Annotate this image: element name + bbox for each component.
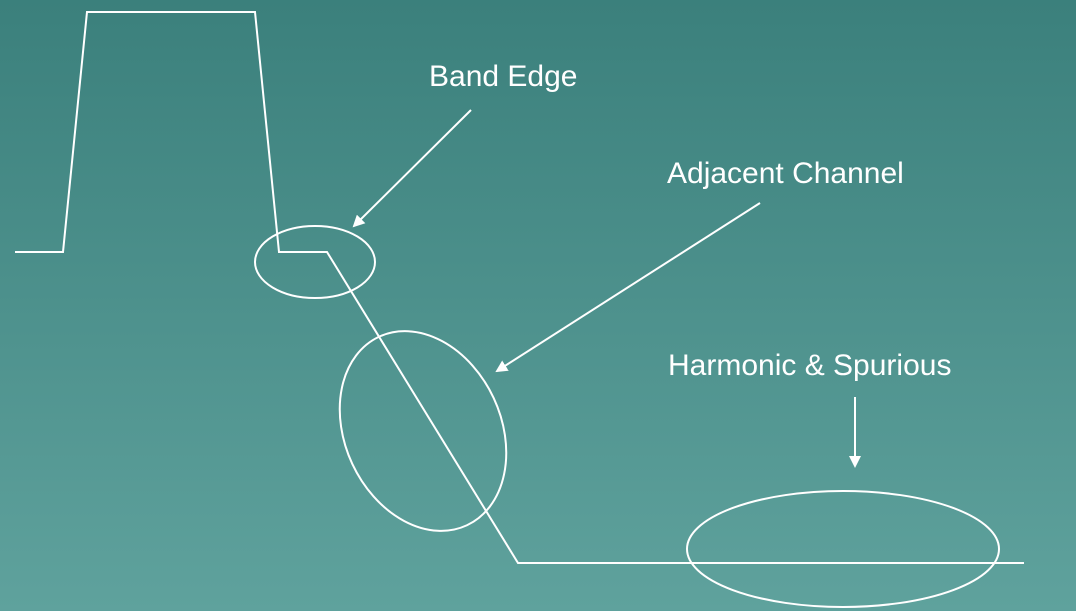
harmonic-ellipse — [686, 490, 1000, 608]
band-edge-ellipse — [254, 225, 376, 299]
band-edge-arrow — [352, 109, 472, 228]
harmonic-label: Harmonic & Spurious — [668, 349, 951, 382]
adjacent-channel-label: Adjacent Channel — [667, 157, 904, 190]
adjacent-channel-arrow — [495, 202, 761, 373]
band-edge-label: Band Edge — [429, 60, 577, 93]
adjacent-channel-ellipse — [338, 330, 508, 532]
